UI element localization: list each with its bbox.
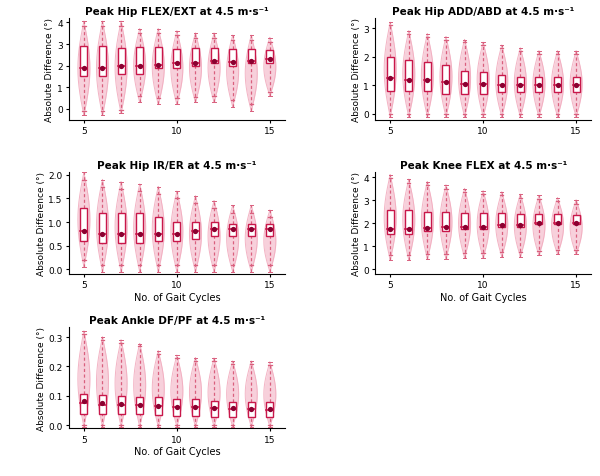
Bar <box>479 213 487 229</box>
Bar <box>229 225 236 237</box>
Bar <box>535 215 542 225</box>
Bar <box>99 396 106 414</box>
Bar <box>572 216 580 225</box>
Bar <box>386 211 394 234</box>
Y-axis label: Absolute Difference (°): Absolute Difference (°) <box>37 326 46 430</box>
Bar <box>173 50 181 69</box>
Bar <box>173 223 181 241</box>
X-axis label: No. of Gait Cycles: No. of Gait Cycles <box>134 446 220 456</box>
Bar <box>229 402 236 416</box>
Y-axis label: Absolute Difference (°): Absolute Difference (°) <box>352 18 361 121</box>
Bar <box>554 78 561 93</box>
Bar <box>572 78 580 93</box>
Bar <box>248 225 255 237</box>
Bar <box>99 47 106 77</box>
Bar <box>442 212 449 232</box>
Bar <box>535 78 542 93</box>
X-axis label: No. of Gait Cycles: No. of Gait Cycles <box>134 292 220 302</box>
Bar <box>136 48 143 75</box>
Bar <box>192 49 199 67</box>
Bar <box>248 402 255 416</box>
Bar <box>248 50 255 64</box>
Title: Peak Hip IR/ER at 4.5 m·s⁻¹: Peak Hip IR/ER at 4.5 m·s⁻¹ <box>97 161 257 171</box>
Bar <box>192 400 199 416</box>
Title: Peak Ankle DF/PF at 4.5 m·s⁻¹: Peak Ankle DF/PF at 4.5 m·s⁻¹ <box>89 315 265 325</box>
Bar <box>155 397 162 415</box>
Bar <box>192 223 199 239</box>
Bar <box>498 76 505 93</box>
Bar <box>80 394 88 414</box>
Bar <box>211 49 218 64</box>
Bar <box>80 47 88 77</box>
Bar <box>405 60 412 92</box>
Bar <box>211 401 218 416</box>
Bar <box>118 396 125 414</box>
Bar <box>211 223 218 237</box>
Bar <box>479 73 487 95</box>
Y-axis label: Absolute Difference (°): Absolute Difference (°) <box>352 172 361 276</box>
Title: Peak Hip ADD/ABD at 4.5 m·s⁻¹: Peak Hip ADD/ABD at 4.5 m·s⁻¹ <box>392 7 574 17</box>
Bar <box>155 218 162 241</box>
Bar <box>136 213 143 244</box>
Bar <box>517 78 524 93</box>
Y-axis label: Absolute Difference (°): Absolute Difference (°) <box>45 18 54 121</box>
Bar <box>554 215 561 225</box>
Y-axis label: Absolute Difference (°): Absolute Difference (°) <box>37 172 46 276</box>
Title: Peak Hip FLEX/EXT at 4.5 m·s⁻¹: Peak Hip FLEX/EXT at 4.5 m·s⁻¹ <box>85 7 269 17</box>
Bar <box>424 63 431 92</box>
Bar <box>266 51 274 64</box>
Bar <box>442 66 449 95</box>
Bar <box>266 403 274 416</box>
Bar <box>424 212 431 232</box>
Title: Peak Knee FLEX at 4.5 m·s⁻¹: Peak Knee FLEX at 4.5 m·s⁻¹ <box>400 161 567 171</box>
Bar <box>266 225 274 237</box>
Bar <box>405 211 412 234</box>
Bar <box>118 49 125 75</box>
Bar <box>118 213 125 244</box>
Bar <box>498 213 505 227</box>
Bar <box>155 48 162 69</box>
Bar <box>229 50 236 67</box>
Bar <box>461 72 468 95</box>
Bar <box>173 399 181 416</box>
Bar <box>136 397 143 414</box>
X-axis label: No. of Gait Cycles: No. of Gait Cycles <box>440 292 526 302</box>
Bar <box>517 215 524 227</box>
Bar <box>80 208 88 241</box>
Bar <box>99 213 106 244</box>
Bar <box>386 58 394 92</box>
Bar <box>461 213 468 229</box>
